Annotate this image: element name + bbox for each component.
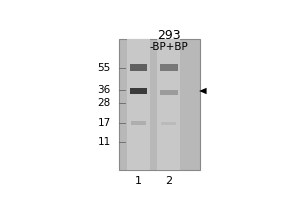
Bar [161,122,176,125]
Text: 55: 55 [98,63,111,73]
Text: 2: 2 [165,176,172,186]
Bar [130,64,147,71]
Bar [119,39,200,170]
Bar [127,39,150,170]
Bar [160,90,178,95]
Text: -BP+BP: -BP+BP [149,42,188,52]
Bar [130,88,147,94]
Text: 293: 293 [157,29,181,42]
Text: 11: 11 [98,137,111,147]
Polygon shape [199,88,207,94]
Bar [157,39,181,170]
Bar [160,64,178,71]
Text: 28: 28 [98,98,111,108]
Bar [131,121,146,125]
Text: 17: 17 [98,118,111,128]
Text: 36: 36 [98,85,111,95]
Text: 1: 1 [135,176,142,186]
